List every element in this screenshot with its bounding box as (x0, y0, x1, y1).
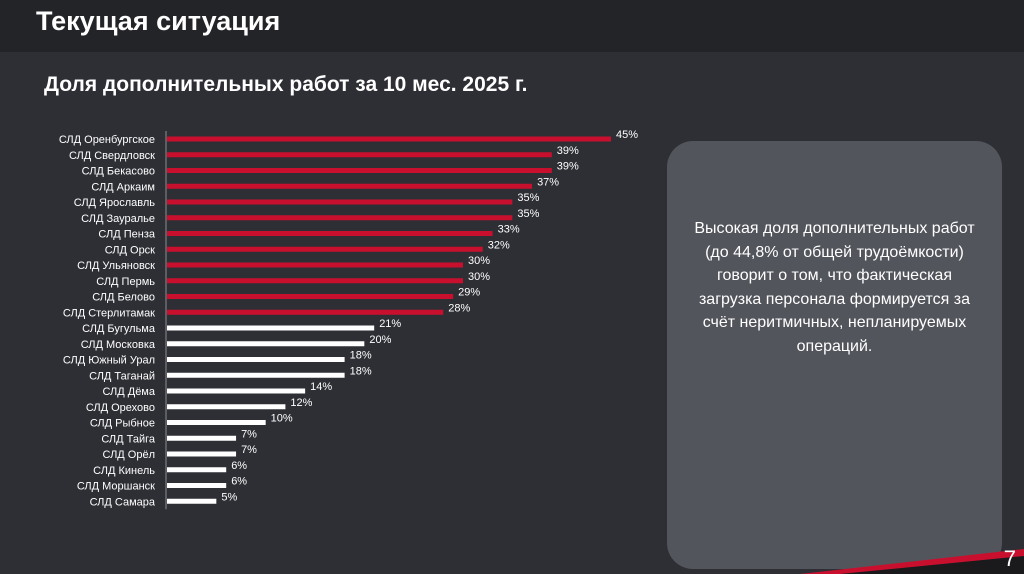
bar (167, 278, 463, 284)
bar (167, 246, 483, 252)
category-label: СЛД Ульяновск (77, 260, 155, 272)
category-label: СЛД Пермь (96, 276, 155, 288)
bar (167, 483, 227, 488)
bar (167, 404, 286, 410)
bar-chart: СЛД Оренбургское 45% СЛД Свердловск 39% СЛД … (59, 129, 638, 510)
bar (167, 498, 217, 504)
bar (167, 325, 375, 331)
note-text: Высокая доля дополнительных работ (до 44… (694, 220, 975, 355)
bar (167, 136, 611, 142)
header-bar: Текущая ситуация (0, 0, 1024, 52)
value-label: 21% (379, 318, 401, 330)
category-label: СЛД Зауралье (81, 213, 155, 225)
value-label: 30% (468, 271, 490, 283)
value-label: 39% (557, 145, 579, 157)
value-label: 12% (290, 397, 312, 409)
category-label: СЛД Свердловск (69, 150, 155, 162)
value-label: 6% (231, 476, 247, 488)
category-label: СЛД Оренбургское (59, 134, 155, 146)
category-label: СЛД Кинель (93, 465, 155, 477)
category-label: СЛД Тайга (101, 433, 156, 445)
bar (167, 341, 365, 347)
bar (167, 309, 444, 315)
category-label: СЛД Орск (105, 244, 155, 256)
category-label: СЛД Аркаим (91, 181, 155, 193)
chart-title: Доля дополнительных работ за 10 мес. 202… (44, 73, 528, 96)
value-label: 7% (241, 428, 257, 440)
value-label: 45% (616, 129, 638, 141)
value-label: 35% (517, 208, 539, 220)
value-label: 30% (468, 255, 490, 267)
category-label: СЛД Орёл (102, 449, 155, 461)
page-title: Текущая ситуация (36, 6, 281, 36)
bar (167, 294, 454, 299)
value-label: 37% (537, 176, 559, 188)
category-label: СЛД Бугульма (82, 323, 156, 335)
bar (167, 451, 237, 457)
value-label: 18% (350, 350, 372, 362)
value-label: 14% (310, 381, 332, 393)
value-label: 28% (448, 302, 470, 314)
bar (167, 152, 552, 158)
value-label: 29% (458, 287, 480, 299)
category-label: СЛД Пенза (98, 229, 155, 241)
value-label: 6% (231, 460, 247, 472)
category-label: СЛД Самара (90, 496, 156, 508)
page-number: 7 (1003, 546, 1016, 571)
value-label: 10% (271, 413, 293, 425)
bar (167, 420, 266, 425)
value-label: 32% (488, 239, 510, 251)
bar (167, 231, 493, 236)
value-label: 35% (517, 192, 539, 204)
category-label: СЛД Южный Урал (63, 355, 155, 367)
bar (167, 388, 306, 394)
category-label: СЛД Моршанск (77, 481, 155, 493)
category-label: СЛД Орехово (86, 402, 155, 414)
value-label: 7% (241, 444, 257, 456)
bar (167, 467, 227, 473)
category-label: СЛД Белово (92, 292, 155, 304)
bar (167, 215, 513, 221)
bar (167, 435, 237, 441)
value-label: 20% (369, 334, 391, 346)
bar (167, 262, 463, 268)
category-label: СЛД Московка (81, 339, 156, 351)
category-label: СЛД Стерлитамак (63, 307, 155, 319)
bar (167, 199, 513, 205)
value-label: 5% (221, 491, 237, 503)
note-panel: Высокая доля дополнительных работ (до 44… (667, 141, 1002, 569)
value-label: 39% (557, 161, 579, 173)
category-label: СЛД Бекасово (82, 166, 155, 178)
bar (167, 372, 345, 378)
bar (167, 183, 533, 189)
value-label: 33% (498, 224, 520, 236)
category-label: СЛД Рыбное (90, 418, 155, 430)
bar (167, 168, 552, 173)
category-label: СЛД Ярославль (74, 197, 156, 209)
bar (167, 357, 345, 362)
value-label: 18% (350, 365, 372, 377)
category-label: СЛД Таганай (89, 370, 155, 382)
category-label: СЛД Дёма (102, 386, 155, 398)
